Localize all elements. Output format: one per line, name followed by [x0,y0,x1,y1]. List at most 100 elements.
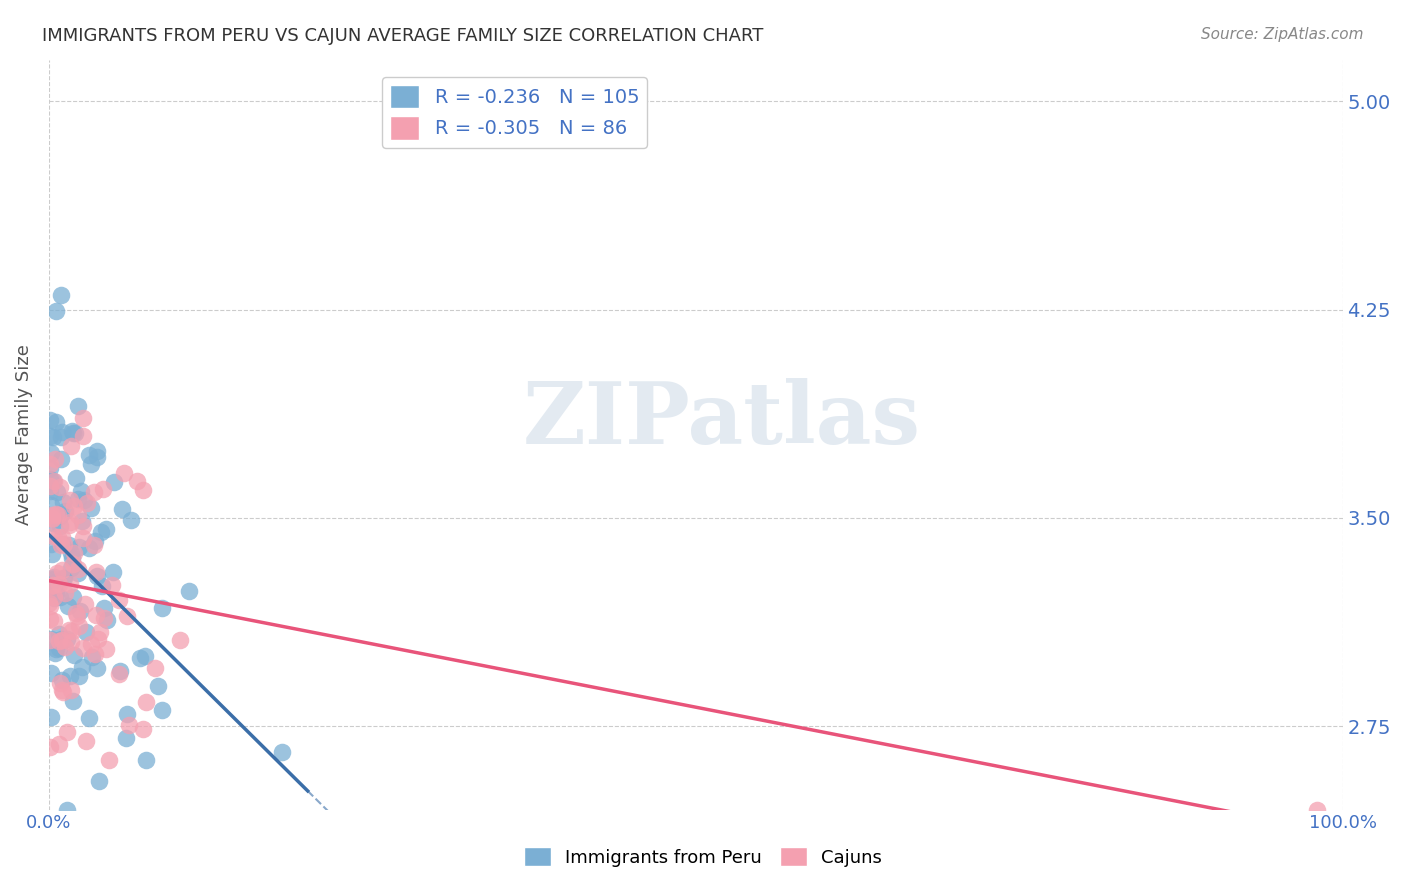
Point [86,569,108,583]
Point [56,803,79,817]
Point [83,485,105,500]
Point [169,633,191,648]
Text: Source: ZipAtlas.com: Source: ZipAtlas.com [1201,27,1364,42]
Point [86,660,108,674]
Point [125,475,148,489]
Point [49,508,72,523]
Point [80,457,103,471]
Point [41,510,63,524]
Point [87,774,110,789]
Point [51,632,73,647]
Point [52,537,75,551]
Point [67,669,90,683]
Point [66,566,89,581]
Point [70,659,93,673]
Point [90,525,112,540]
Point [150,600,173,615]
Point [80,501,103,516]
Point [62,546,84,560]
Point [67,619,90,633]
Point [72,429,94,443]
Point [39,537,62,551]
Point [60,560,83,574]
Point [67,492,90,507]
Point [59,577,82,591]
Point [60,439,83,453]
Point [46,566,69,580]
Point [72,519,94,533]
Point [89,625,111,640]
Point [96,641,118,656]
Point [93,611,115,625]
Point [52,571,75,585]
Point [44,574,66,589]
Point [44,451,66,466]
Point [39,472,62,486]
Point [117,609,139,624]
Point [83,647,105,661]
Point [45,485,67,500]
Point [86,443,108,458]
Point [45,586,67,600]
Point [96,613,118,627]
Point [93,600,115,615]
Point [72,531,94,545]
Point [41,547,63,561]
Point [42,577,65,591]
Point [45,507,67,521]
Point [65,471,87,485]
Point [146,679,169,693]
Point [83,538,105,552]
Point [53,504,76,518]
Point [72,410,94,425]
Point [67,399,90,413]
Point [59,635,82,649]
Point [87,632,110,646]
Point [62,694,84,708]
Point [51,288,73,302]
Point [60,551,83,566]
Point [49,519,72,533]
Point [134,648,156,663]
Point [38,596,60,610]
Point [69,483,91,498]
Point [75,734,97,748]
Point [39,599,62,614]
Point [70,515,93,529]
Point [51,683,73,698]
Point [39,499,62,513]
Point [75,597,97,611]
Point [49,538,72,552]
Point [65,606,87,620]
Point [115,731,138,746]
Point [42,529,65,543]
Point [44,586,66,600]
Point [131,483,153,497]
Point [80,649,103,664]
Point [107,593,129,607]
Point [143,661,166,675]
Point [48,641,70,656]
Point [179,583,201,598]
Point [59,515,82,529]
Point [41,632,63,646]
Point [103,565,125,579]
Point [62,590,84,604]
Point [66,508,89,522]
Point [39,483,62,498]
Point [46,530,69,544]
Point [63,648,86,662]
Point [135,694,157,708]
Text: ZIPatlas: ZIPatlas [523,377,921,461]
Point [101,578,124,592]
Point [60,682,83,697]
Point [60,424,83,438]
Point [86,450,108,464]
Point [42,578,65,592]
Point [48,634,70,648]
Legend: Immigrants from Peru, Cajuns: Immigrants from Peru, Cajuns [516,840,890,874]
Point [108,666,131,681]
Point [52,685,75,699]
Point [76,495,98,509]
Point [55,640,77,654]
